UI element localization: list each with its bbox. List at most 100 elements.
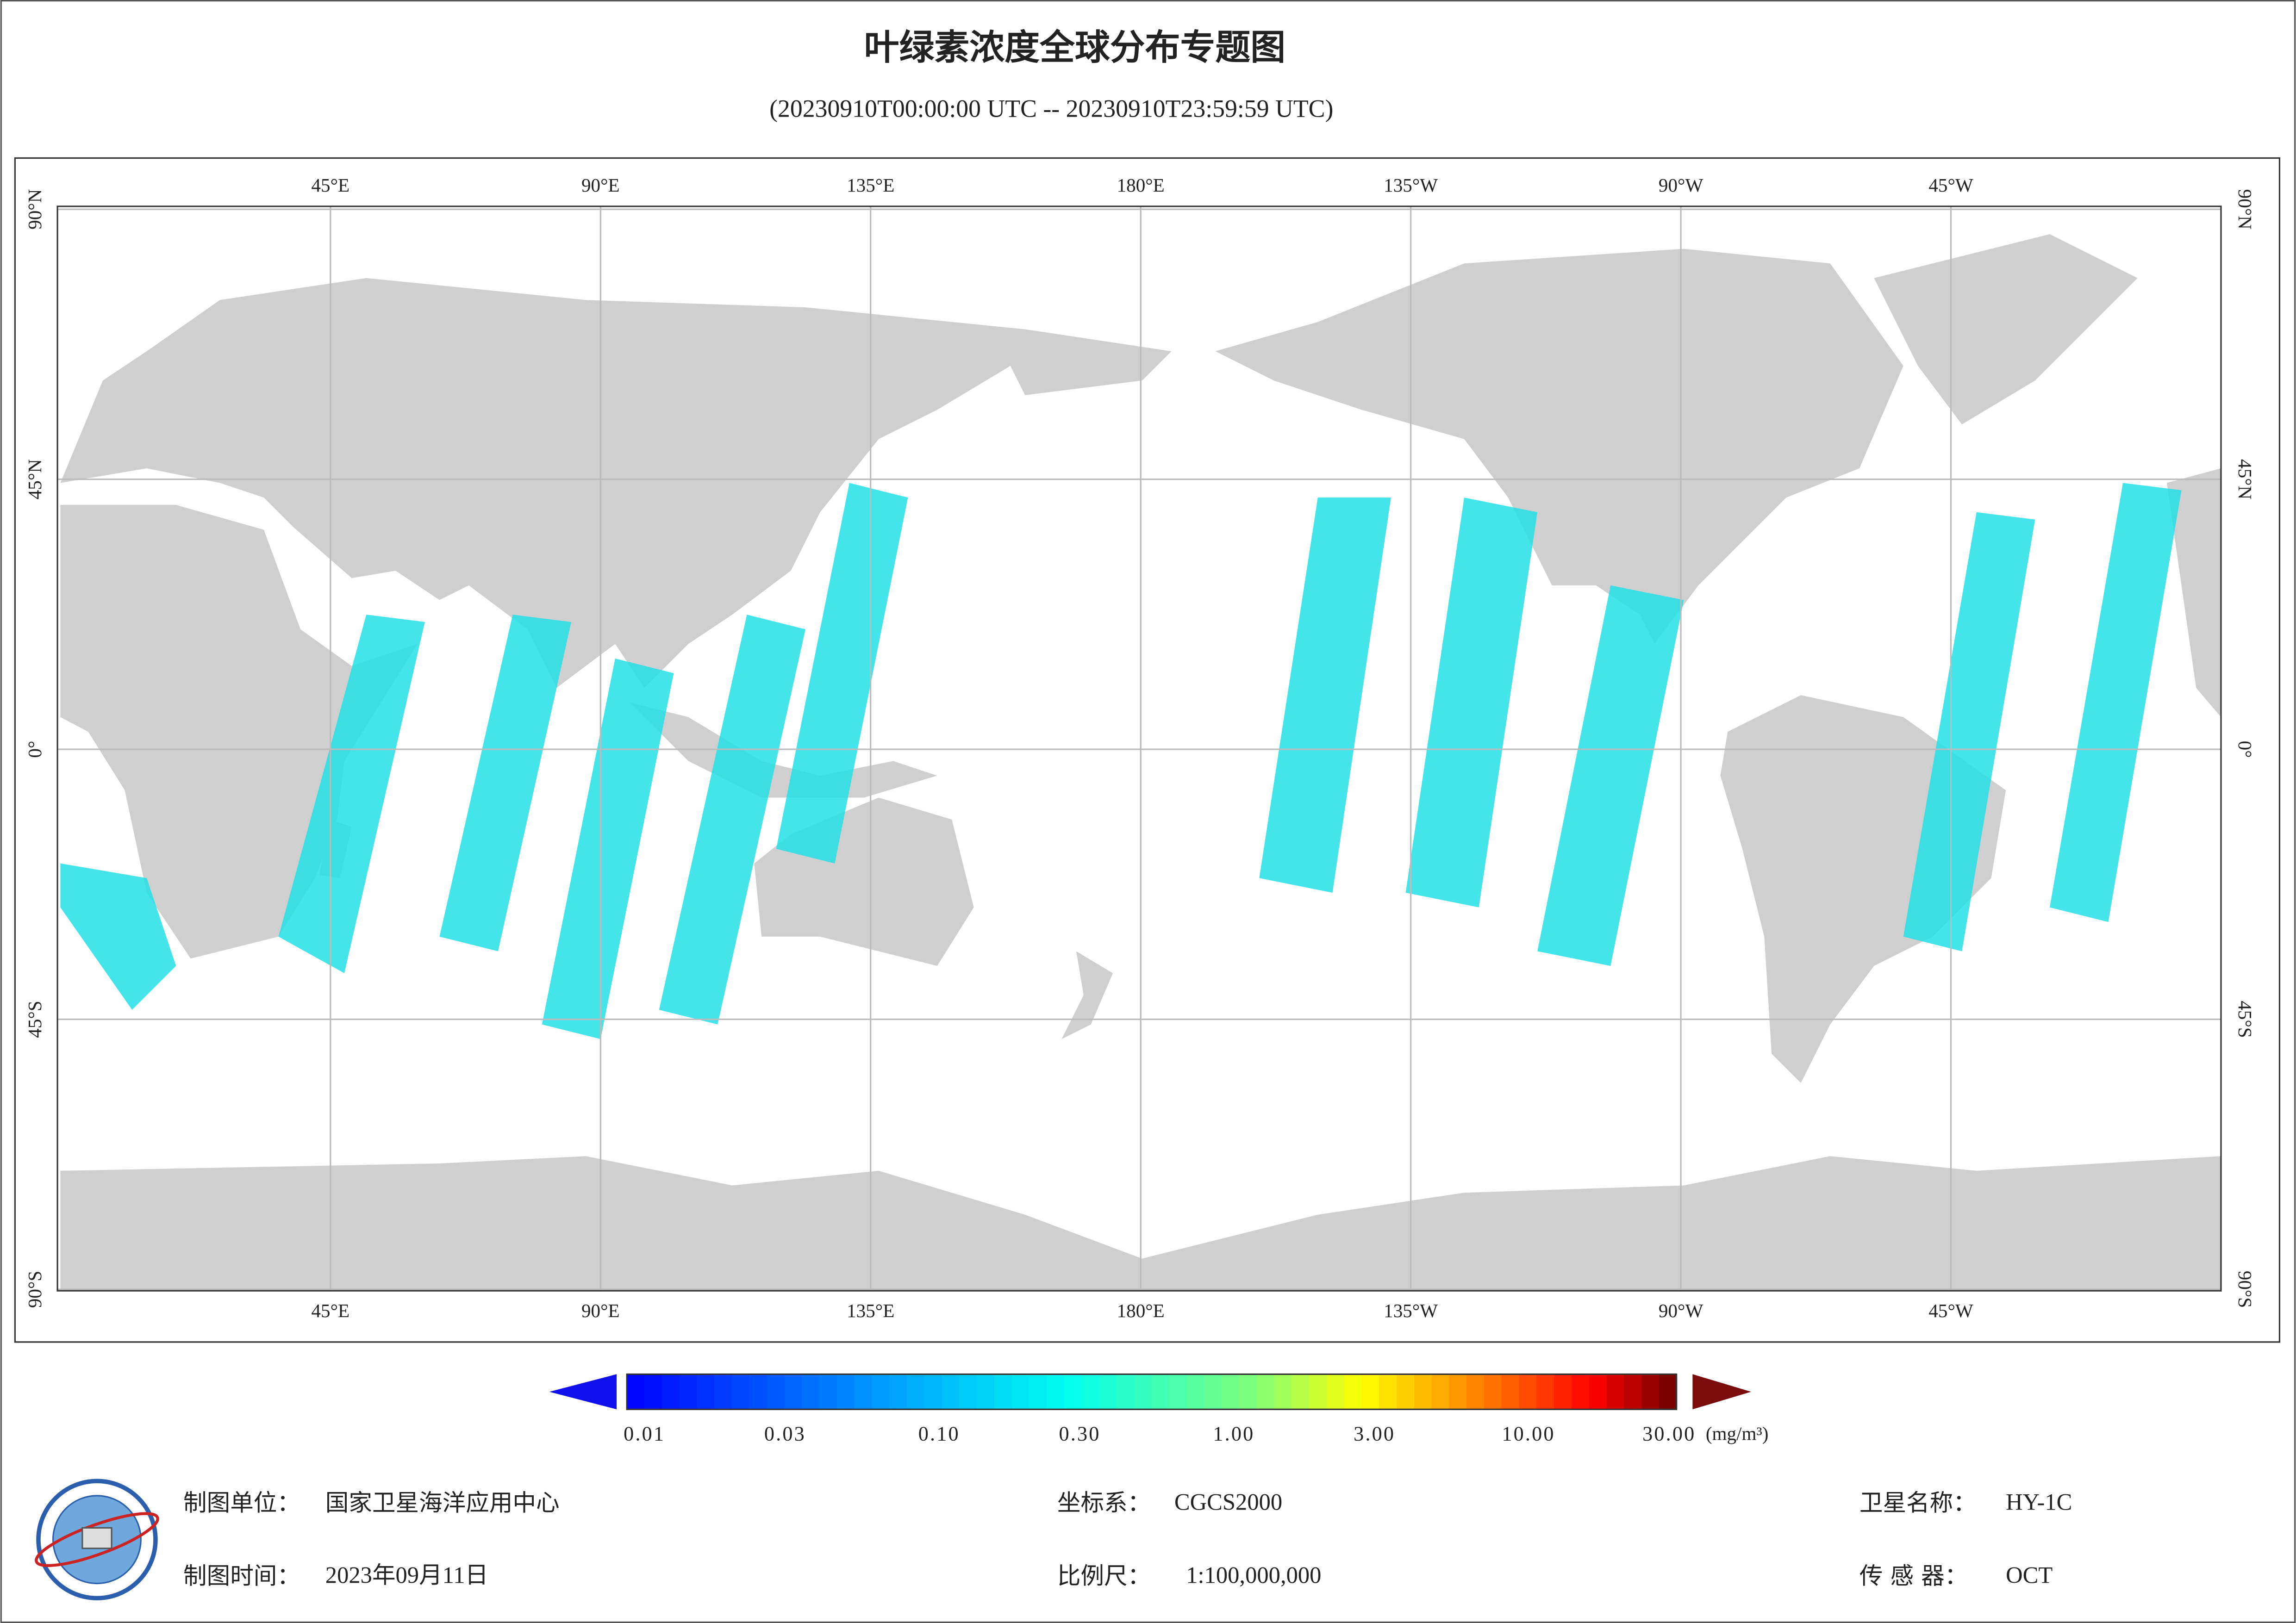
colorbar-low-arrow [549,1374,617,1410]
colorbar-swatch [1414,1374,1433,1410]
colorbar-swatch [627,1374,645,1410]
colorbar-tick-label: 10.00 [1502,1422,1555,1445]
lat-label: 90°S [2234,1271,2256,1308]
colorbar-swatch [1624,1374,1642,1410]
colorbar-swatch [1326,1374,1345,1410]
footer-label: 坐标系： [1057,1489,1151,1516]
colorbar-swatch [1239,1374,1258,1410]
colorbar-swatch [889,1374,908,1410]
footer-label: 制图单位： [183,1489,300,1516]
colorbar-swatch [1519,1374,1537,1410]
colorbar-tick-label: 3.00 [1354,1422,1395,1445]
footer-value: OCT [2006,1562,2053,1588]
colorbar-swatch [1659,1374,1678,1410]
colorbar-high-arrow [1692,1374,1751,1410]
colorbar-swatch [942,1374,960,1410]
lat-label: 0° [24,741,45,758]
colorbar-tick-label: 30.00 [1642,1422,1696,1445]
lon-label: 45°W [1928,1300,1973,1321]
footer: 制图单位： 国家卫星海洋应用中心 坐标系： CGCS2000 卫星名称： HY-1C 制图时… [183,1489,2072,1589]
colorbar-swatch [679,1374,698,1410]
colorbar-swatch [714,1374,733,1410]
colorbar-swatch [749,1374,768,1410]
colorbar-swatch [802,1374,820,1410]
lon-label: 135°E [847,1300,894,1321]
colorbar-swatch [1449,1374,1467,1410]
colorbar-swatch [1222,1374,1240,1410]
footer-value: HY-1C [2006,1489,2072,1515]
footer-value: 1:100,000,000 [1186,1562,1321,1588]
colorbar-swatch [1501,1374,1520,1410]
lon-label: 90°E [581,1300,620,1321]
colorbar-swatch [1396,1374,1415,1410]
lat-label: 45°S [24,1001,45,1038]
title: 叶绿素浓度全球分布专题图 [864,27,1286,68]
colorbar-swatch [1011,1374,1030,1410]
colorbar-swatch [1169,1374,1188,1410]
colorbar-swatch [1151,1374,1170,1410]
colorbar-swatch [836,1374,855,1410]
colorbar-swatch [1256,1374,1275,1410]
colorbar-swatch [1081,1374,1100,1410]
map: 45°E 45°E 90°E 90°E 135°E 135°E 180°E 180°E 135°… [24,174,2256,1321]
colorbar-swatch [1064,1374,1083,1410]
colorbar-swatch [1554,1374,1572,1410]
colorbar-tick-label: 0.01 [624,1422,665,1445]
lat-label: 45°S [2234,1001,2256,1038]
colorbar: (mg/m³) 0.01 0.03 0.10 0.30 1.00 3.00 10.00 30.… [549,1373,1769,1445]
colorbar-swatch [1134,1374,1153,1410]
footer-value: CGCS2000 [1174,1489,1282,1515]
colorbar-swatch [1536,1374,1555,1410]
lat-label: 45°N [2234,459,2256,499]
colorbar-swatch [819,1374,838,1410]
colorbar-swatch [1379,1374,1398,1410]
lon-label: 180°E [1117,1300,1165,1321]
colorbar-swatch [977,1374,995,1410]
colorbar-swatch [1571,1374,1590,1410]
footer-label: 比例尺： [1057,1562,1151,1589]
colorbar-swatch [1029,1374,1048,1410]
lat-label: 90°N [2234,189,2256,230]
logo [35,1479,159,1600]
footer-label: 传 感 器： [1859,1562,1968,1589]
lat-label: 0° [2234,741,2256,758]
footer-label: 卫星名称： [1859,1489,1977,1516]
colorbar-swatch [661,1374,680,1410]
colorbar-swatch [1466,1374,1485,1410]
colorbar-swatch [644,1374,663,1410]
colorbar-swatch [1047,1374,1065,1410]
lat-label: 90°N [24,189,45,230]
lon-label: 45°W [1928,174,1973,196]
colorbar-swatch [1204,1374,1223,1410]
lat-label: 45°N [24,459,45,499]
lon-label: 135°W [1384,174,1438,196]
colorbar-tick-label: 0.30 [1059,1422,1100,1445]
colorbar-swatch [1274,1374,1292,1410]
footer-value: 国家卫星海洋应用中心 [325,1489,560,1516]
lon-label: 45°E [312,174,350,196]
colorbar-swatch [1606,1374,1625,1410]
colorbar-swatch [767,1374,785,1410]
colorbar-swatch [906,1374,925,1410]
lon-label: 180°E [1117,174,1165,196]
subtitle: (20230910T00:00:00 UTC -- 20230910T23:59… [769,95,1333,123]
lon-label: 45°E [312,1300,350,1321]
colorbar-swatch [854,1374,873,1410]
colorbar-tick-label: 1.00 [1213,1422,1254,1445]
colorbar-border [626,1373,1678,1410]
colorbar-swatch [1641,1374,1660,1410]
colorbar-swatch [1186,1374,1205,1410]
lon-label: 90°W [1659,1300,1703,1321]
chlorophyll-swaths [60,483,2182,1039]
colorbar-swatch [1484,1374,1503,1410]
colorbar-swatch [1344,1374,1362,1410]
colorbar-swatch [994,1374,1013,1410]
lat-label: 90°S [24,1271,45,1308]
map-border [56,205,2222,1292]
map-frame [14,157,2281,1343]
colorbar-unit: (mg/m³) [1706,1423,1769,1445]
lon-label: 90°W [1659,174,1703,196]
colorbar-swatch [1099,1374,1117,1410]
colorbar-swatch [1589,1374,1608,1410]
